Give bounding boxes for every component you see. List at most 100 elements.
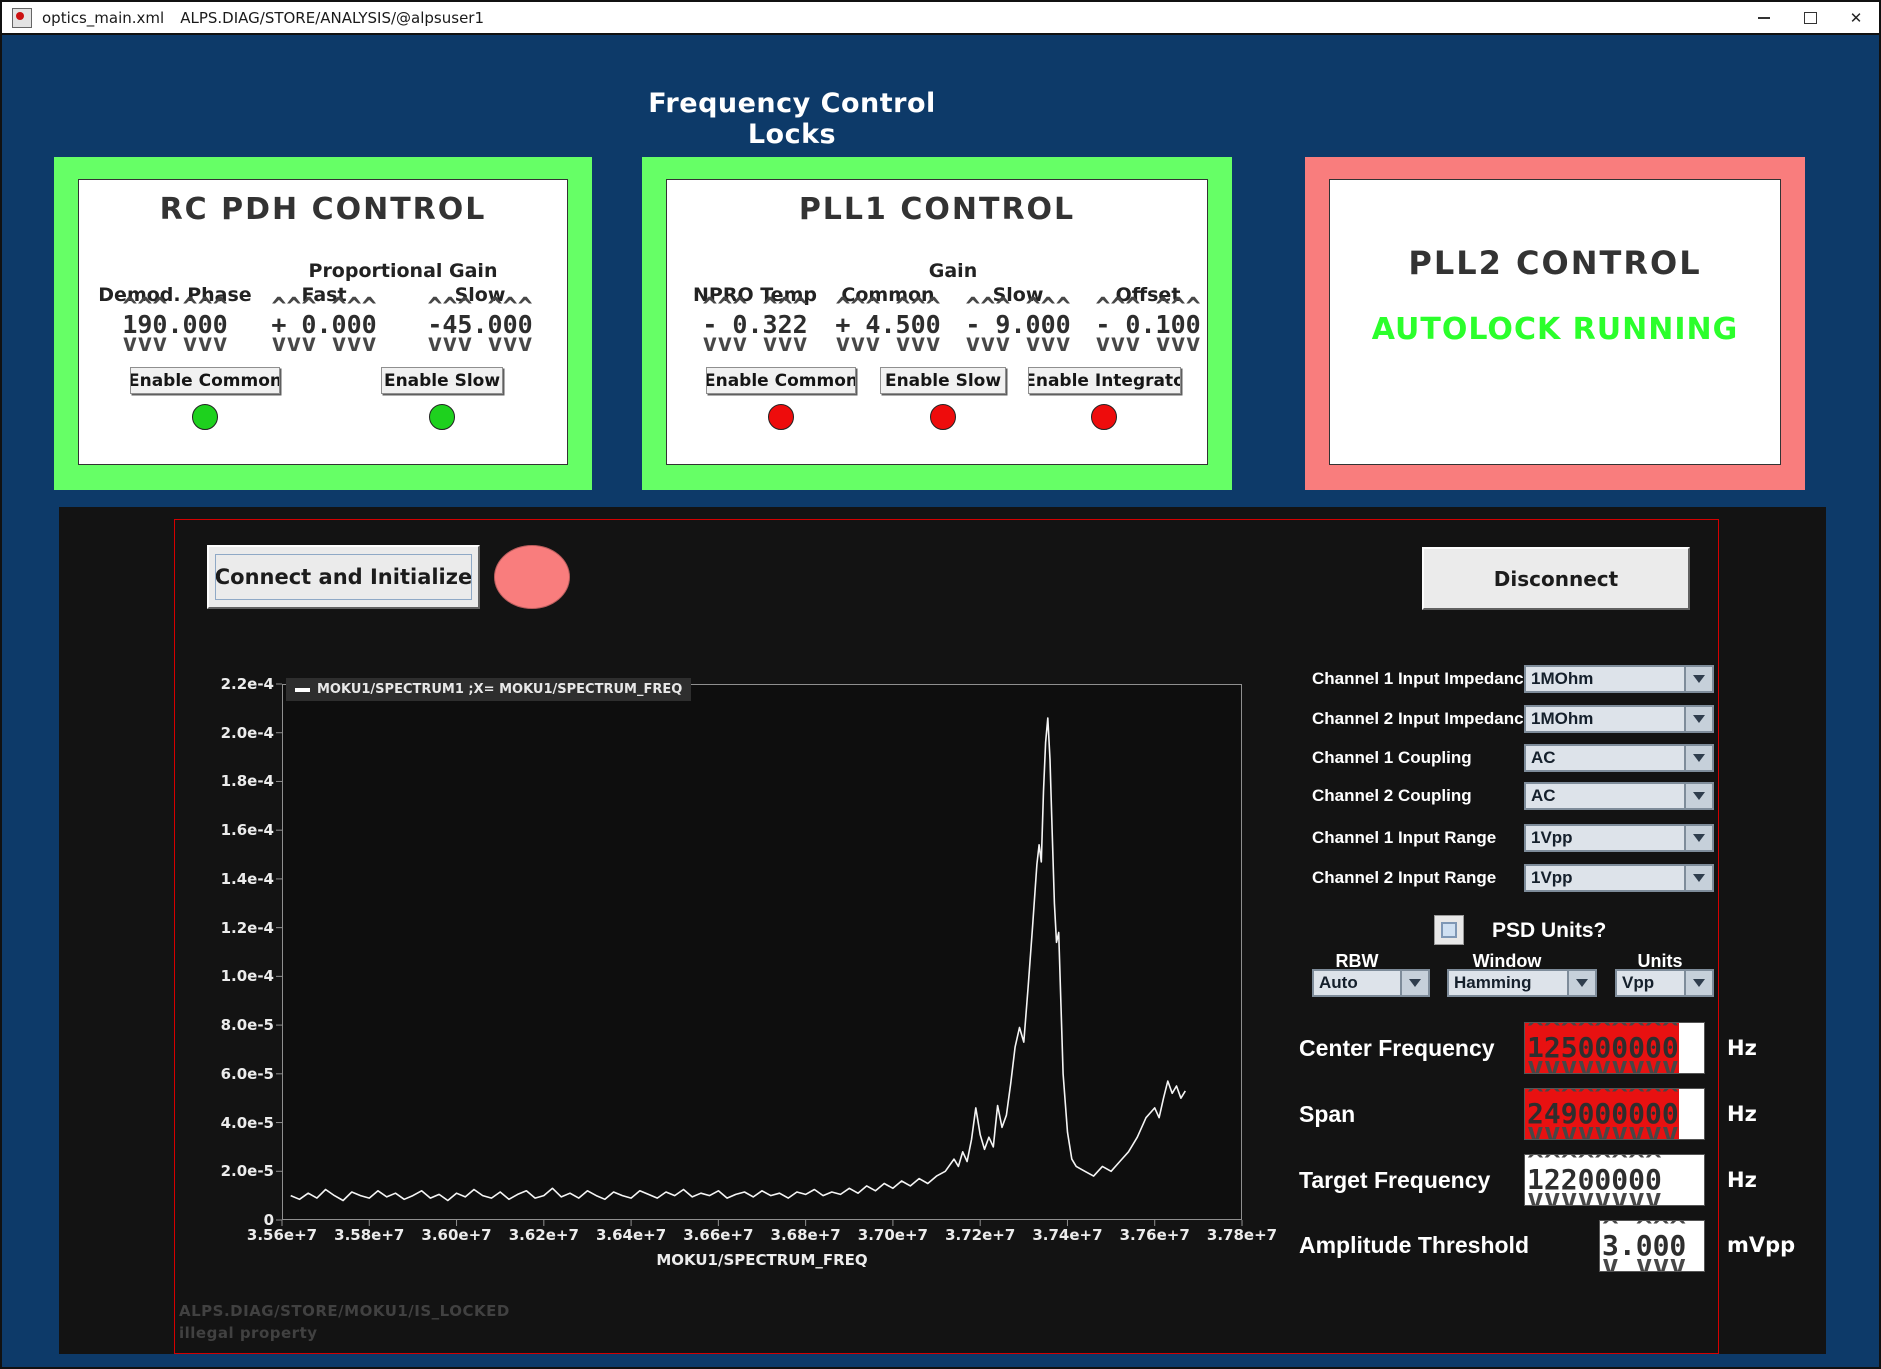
- pll2-status: AUTOLOCK RUNNING: [1371, 312, 1739, 347]
- ch1-impedance-dropdown[interactable]: 1MOhm: [1524, 665, 1714, 693]
- minimize-button[interactable]: [1741, 2, 1787, 33]
- center-frequency-spinner[interactable]: ^^^^^^^^^ 125000000 vvvvvvvvv: [1525, 1023, 1679, 1073]
- psd-units-checkbox[interactable]: [1434, 915, 1464, 945]
- pll1-enable-common-button[interactable]: Enable Common: [706, 367, 856, 394]
- npro-temp-spinner[interactable]: ^^^ ^^^ - 0.322 vvv vvv: [700, 294, 810, 357]
- x-tick-label: 3.66e+7: [683, 1226, 754, 1244]
- units-label: Units: [1637, 951, 1683, 971]
- x-tick-label: 3.74e+7: [1032, 1226, 1103, 1244]
- spinner-digits: 249000000: [1527, 1096, 1679, 1130]
- spinner-down-carets[interactable]: vvv vvv: [965, 328, 1071, 357]
- spinner-down-carets[interactable]: v vvv: [1602, 1248, 1687, 1272]
- pll1-slow-spinner[interactable]: ^^^ ^^^ - 9.000 vvv vvv: [963, 294, 1073, 357]
- pll1-integrator-led: [1091, 404, 1117, 430]
- error-message: illegal property: [179, 1324, 318, 1342]
- spinner-down-carets[interactable]: vvv vvv: [1095, 328, 1201, 357]
- fast-gain-spinner[interactable]: ^^^ ^^^ + 0.000 vvv vvv: [269, 294, 379, 357]
- y-tick-label: 8.0e-5: [220, 1016, 274, 1035]
- pll1-enable-slow-button[interactable]: Enable Slow: [880, 367, 1006, 394]
- spinner-down-carets[interactable]: vvvvvvvvv: [1527, 1050, 1679, 1074]
- x-tick-label: 3.56e+7: [246, 1226, 318, 1244]
- offset-label: Offset: [1115, 284, 1181, 306]
- ch1-coupling-dropdown[interactable]: AC: [1524, 744, 1714, 772]
- x-tick-label: 3.72e+7: [945, 1226, 1016, 1244]
- y-tick-label: 4.0e-5: [220, 1113, 274, 1132]
- app-icon: [12, 7, 32, 28]
- error-pv-name: ALPS.DIAG/STORE/MOKU1/IS_LOCKED: [179, 1302, 510, 1320]
- ch2-range-label: Channel 2 Input Range: [1312, 868, 1497, 887]
- maximize-icon: [1803, 11, 1817, 24]
- rc-common-led: [192, 404, 218, 430]
- rc-slow-led: [429, 404, 455, 430]
- x-tick-label: 3.76e+7: [1119, 1226, 1190, 1244]
- amplitude-threshold-label: Amplitude Threshold: [1299, 1232, 1529, 1258]
- ch1-coupling-value: AC: [1531, 748, 1556, 767]
- slow-gain-spinner[interactable]: ^^^ ^^^ -45.000 vvv vvv: [425, 294, 535, 357]
- chevron-down-icon: [1567, 971, 1595, 995]
- demod-phase-label: Demod. Phase: [98, 284, 252, 306]
- offset-spinner[interactable]: ^^^ ^^^ - 0.100 vvv vvv: [1093, 294, 1203, 357]
- span-field[interactable]: ^^^^^^^^^ 249000000 vvvvvvvvv: [1524, 1088, 1705, 1140]
- y-tick-label: 1.6e-4: [220, 821, 274, 840]
- window-dropdown[interactable]: Hamming: [1447, 969, 1597, 997]
- spinner-down-carets[interactable]: vvvvvvvv: [1527, 1182, 1662, 1206]
- close-icon: ✕: [1849, 8, 1863, 27]
- common-gain-spinner[interactable]: ^^^ ^^^ + 4.500 vvv vvv: [833, 294, 943, 357]
- pll1-enable-integrator-button[interactable]: Enable Integrato: [1028, 367, 1181, 394]
- target-frequency-field[interactable]: ^^^^^^^^ 12200000 vvvvvvvv: [1524, 1154, 1705, 1206]
- checkbox-box-icon: [1441, 922, 1457, 938]
- center-frequency-field[interactable]: ^^^^^^^^^ 125000000 vvvvvvvvv: [1524, 1022, 1705, 1074]
- y-tick-label: 2.0e-5: [220, 1162, 274, 1181]
- spinner-down-carets[interactable]: vvvvvvvvv: [1527, 1116, 1679, 1140]
- window-value: Hamming: [1454, 973, 1532, 992]
- spinner-down-carets[interactable]: vvv vvv: [702, 328, 808, 357]
- legend-label: MOKU1/SPECTRUM1 ;X= MOKU1/SPECTRUM_FREQ: [317, 682, 683, 697]
- rbw-value: Auto: [1319, 973, 1358, 992]
- maximize-button[interactable]: [1787, 2, 1833, 33]
- plot-legend: MOKU1/SPECTRUM1 ;X= MOKU1/SPECTRUM_FREQ: [286, 678, 692, 701]
- moku-border-rect: [174, 519, 1719, 1354]
- amplitude-threshold-spinner[interactable]: ^ ^^^ 3.000 v vvv: [1600, 1221, 1686, 1271]
- ch1-range-dropdown[interactable]: 1Vpp: [1524, 824, 1714, 852]
- x-tick-label: 3.68e+7: [770, 1226, 841, 1244]
- y-tick-label: 6.0e-5: [220, 1064, 274, 1083]
- units-dropdown[interactable]: Vpp: [1615, 969, 1714, 997]
- x-tick-label: 3.78e+7: [1206, 1226, 1278, 1244]
- ch2-coupling-dropdown[interactable]: AC: [1524, 782, 1714, 810]
- span-label: Span: [1299, 1101, 1356, 1127]
- pll1-slow-led: [930, 404, 956, 430]
- rbw-dropdown[interactable]: Auto: [1312, 969, 1430, 997]
- target-frequency-spinner[interactable]: ^^^^^^^^ 12200000 vvvvvvvv: [1525, 1155, 1662, 1205]
- connect-initialize-button[interactable]: Connect and Initialize: [207, 545, 480, 609]
- spinner-down-carets[interactable]: vvv vvv: [271, 328, 377, 357]
- legend-line-swatch: [295, 687, 310, 692]
- rc-enable-slow-button[interactable]: Enable Slow: [381, 367, 503, 394]
- npro-temp-label: NPRO Temp: [693, 284, 817, 306]
- ch2-impedance-dropdown[interactable]: 1MOhm: [1524, 705, 1714, 733]
- rc-pdh-panel: RC PDH CONTROL Proportional Gain Demod. …: [54, 157, 592, 490]
- span-spinner[interactable]: ^^^^^^^^^ 249000000 vvvvvvvvv: [1525, 1089, 1679, 1139]
- spectrum-trace: [290, 717, 1186, 1202]
- y-tick-label: 1.0e-4: [220, 967, 274, 986]
- y-tick-label: 1.2e-4: [220, 918, 274, 937]
- target-frequency-unit: Hz: [1727, 1168, 1757, 1192]
- disconnect-button[interactable]: Disconnect: [1422, 547, 1690, 610]
- rc-enable-common-button[interactable]: Enable Common: [130, 367, 280, 394]
- y-tick-label: 2.2e-4: [220, 675, 274, 693]
- ch2-range-dropdown[interactable]: 1Vpp: [1524, 864, 1714, 892]
- spinner-down-carets[interactable]: vvv vvv: [122, 328, 228, 357]
- spinner-digits: 12200000: [1527, 1162, 1662, 1196]
- span-unit: Hz: [1727, 1102, 1757, 1126]
- spinner-down-carets[interactable]: vvv vvv: [427, 328, 533, 357]
- spinner-down-carets[interactable]: vvv vvv: [835, 328, 941, 357]
- spinner-digits: 190.000: [122, 310, 228, 339]
- x-tick-label: 3.58e+7: [334, 1226, 405, 1244]
- y-axis-labels: 2.2e-4 2.0e-4 1.8e-4 1.6e-4 1.4e-4 1.2e-4 1.0e…: [189, 675, 274, 1229]
- ch2-impedance-label: Channel 2 Input Impedance: [1312, 709, 1534, 728]
- x-axis-title: MOKU1/SPECTRUM_FREQ: [656, 1251, 868, 1269]
- x-tick-label: 3.64e+7: [595, 1226, 667, 1244]
- close-button[interactable]: ✕: [1833, 2, 1879, 33]
- page-title: Frequency Control Locks: [648, 88, 936, 150]
- amplitude-threshold-field[interactable]: ^ ^^^ 3.000 v vvv: [1599, 1220, 1705, 1272]
- demod-phase-spinner[interactable]: ^^^ ^^^ 190.000 vvv vvv: [120, 294, 230, 357]
